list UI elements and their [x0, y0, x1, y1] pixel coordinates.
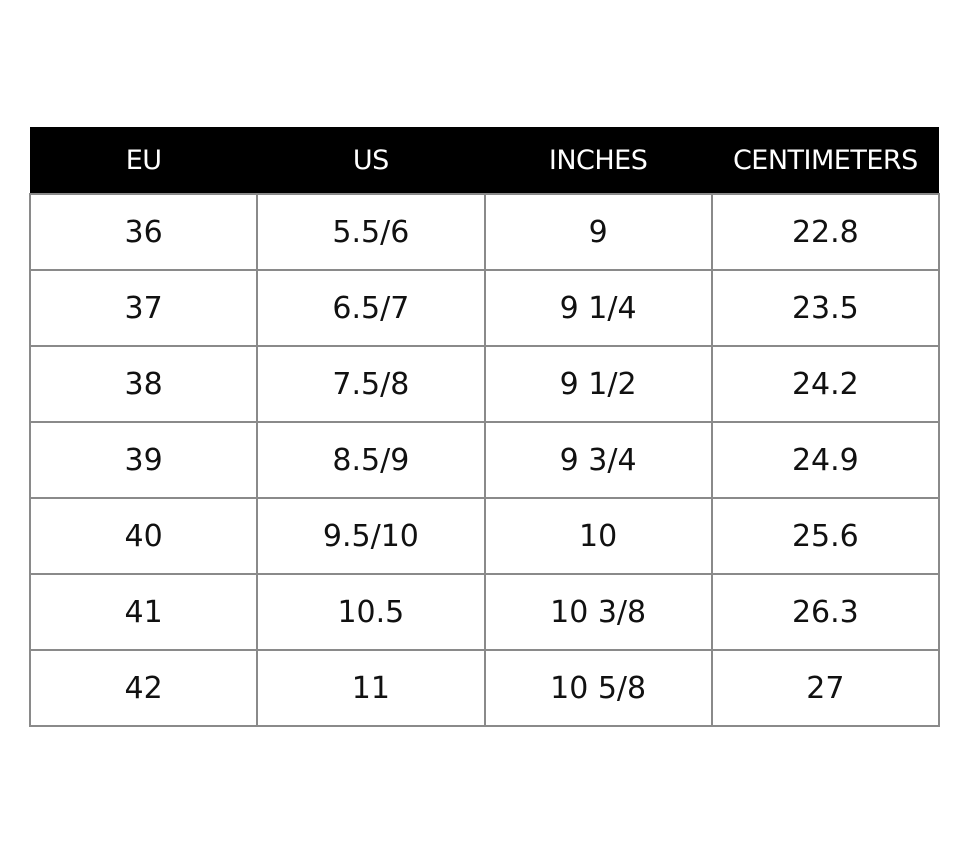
table-cell: 9 — [483, 193, 713, 271]
header-row: EU US INCHES CENTIMETERS — [30, 127, 939, 194]
table-body: 36 5.5/6 9 22.8 37 6.5/7 9 1/4 23.5 38 7.5/8 9 1/2… — [28, 193, 941, 727]
column-header: US — [257, 127, 485, 194]
table-cell: 9.5/10 — [256, 497, 486, 575]
table-row: 38 7.5/8 9 1/2 24.2 — [28, 345, 941, 423]
table-cell: 11 — [256, 649, 486, 727]
table-row: 40 9.5/10 10 25.6 — [28, 497, 941, 575]
column-header: EU — [30, 127, 258, 194]
table-cell: 36 — [28, 193, 259, 271]
table-cell: 37 — [28, 269, 259, 347]
table-cell: 42 — [28, 649, 259, 727]
table-cell: 27 — [710, 649, 941, 727]
table-row: 36 5.5/6 9 22.8 — [28, 193, 941, 271]
table-cell: 7.5/8 — [256, 345, 486, 423]
table-header: EU US INCHES CENTIMETERS — [30, 127, 939, 194]
table-cell: 38 — [28, 345, 259, 423]
table-cell: 41 — [28, 573, 259, 651]
table-cell: 9 3/4 — [483, 421, 713, 499]
table-cell: 9 1/4 — [483, 269, 713, 347]
table-cell: 40 — [28, 497, 259, 575]
table-row: 42 11 10 5/8 27 — [28, 649, 941, 727]
table-cell: 9 1/2 — [483, 345, 713, 423]
table-row: 39 8.5/9 9 3/4 24.9 — [28, 421, 941, 499]
table-cell: 10 — [483, 497, 713, 575]
column-header: CENTIMETERS — [711, 127, 939, 194]
table-cell: 5.5/6 — [256, 193, 486, 271]
table-cell: 22.8 — [710, 193, 941, 271]
table-cell: 10 3/8 — [483, 573, 713, 651]
size-table: EU US INCHES CENTIMETERS 36 5.5/6 9 22.8 37 6.5/… — [28, 127, 941, 727]
table-cell: 23.5 — [710, 269, 941, 347]
table-cell: 26.3 — [710, 573, 941, 651]
table-row: 37 6.5/7 9 1/4 23.5 — [28, 269, 941, 347]
table-cell: 39 — [28, 421, 259, 499]
table-row: 41 10.5 10 3/8 26.3 — [28, 573, 941, 651]
table-cell: 25.6 — [710, 497, 941, 575]
table-cell: 24.2 — [710, 345, 941, 423]
table-cell: 8.5/9 — [256, 421, 486, 499]
table-cell: 10 5/8 — [483, 649, 713, 727]
column-header: INCHES — [484, 127, 712, 194]
table-cell: 24.9 — [710, 421, 941, 499]
table-cell: 10.5 — [256, 573, 486, 651]
table-cell: 6.5/7 — [256, 269, 486, 347]
